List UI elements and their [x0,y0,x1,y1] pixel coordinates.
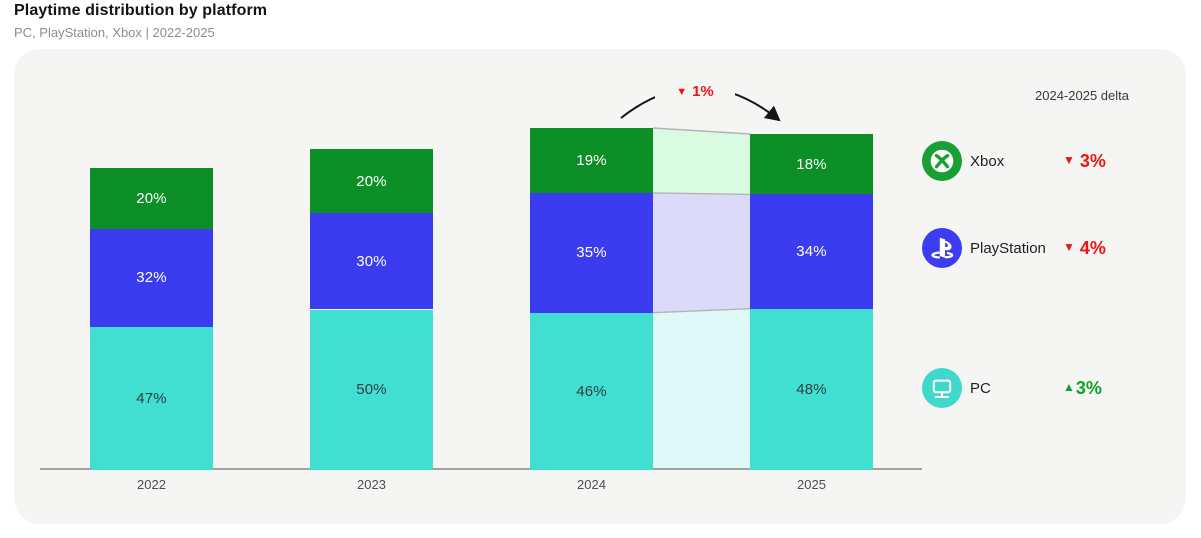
segment-value-label: 46% [576,382,607,400]
playstation-icon [922,228,962,268]
down-triangle-icon: ▼ [1063,153,1075,167]
segment-value-label: 32% [136,269,167,287]
x-axis-label-2022: 2022 [137,477,166,492]
segment-value-label: 18% [796,155,827,173]
delta-annotation-label: ▼ 1% [655,82,735,101]
bar-segment-xbox-2025[interactable]: 18% [750,134,873,195]
bar-segment-xbox-2022[interactable]: 20% [90,168,213,229]
x-axis-label-2024: 2024 [577,477,606,492]
x-axis-label-2023: 2023 [357,477,386,492]
xbox-icon [922,141,962,181]
bar-segment-playstation-2024[interactable]: 35% [530,192,653,313]
bar-segment-pc-2022[interactable]: 47% [90,326,213,470]
legend-delta-value: 4% [1079,237,1106,258]
x-axis-line [40,468,922,470]
legend-label-playstation: PlayStation [970,239,1046,257]
up-triangle-icon: ▲ [1063,380,1075,394]
bar-segment-xbox-2023[interactable]: 20% [310,149,433,214]
bar-segment-pc-2023[interactable]: 50% [310,309,433,470]
bar-segment-xbox-2024[interactable]: 19% [530,128,653,193]
legend-row-pc[interactable]: PC ▲ 3% [922,368,1172,408]
down-triangle-icon: ▼ [1063,240,1075,254]
bar-segment-playstation-2025[interactable]: 34% [750,194,873,309]
page-title: Playtime distribution by platform [14,2,268,19]
legend-label-pc: PC [970,379,991,397]
x-axis-label-2025: 2025 [797,477,826,492]
segment-value-label: 20% [136,190,167,207]
page-subtitle: PC, PlayStation, Xbox | 2022-2025 [14,25,215,40]
legend-label-xbox: Xbox [970,152,1005,170]
segment-value-label: 19% [576,151,607,169]
segment-value-label: 30% [356,252,387,270]
legend-delta-pc: ▲ 3% [1063,368,1102,408]
segment-value-label: 48% [796,380,827,398]
bar-segment-pc-2024[interactable]: 46% [530,312,653,470]
segment-value-label: 34% [796,243,827,261]
legend-delta-value: 3% [1075,377,1102,398]
legend-delta-xbox: ▼ 3% [1063,141,1106,181]
bar-segment-playstation-2022[interactable]: 32% [90,229,213,327]
bar-segment-playstation-2023[interactable]: 30% [310,213,433,310]
down-triangle-icon: ▼ [676,86,688,98]
legend-delta-playstation: ▼ 4% [1063,228,1106,268]
pc-icon [922,368,962,408]
legend-title: 2024-2025 delta [1035,88,1129,103]
segment-value-label: 20% [356,172,387,190]
segment-value-label: 35% [576,244,607,262]
legend-delta-value: 3% [1079,150,1106,171]
segment-value-label: 50% [356,381,387,399]
delta-annotation-value: 1% [692,83,714,100]
segment-value-label: 47% [136,389,167,407]
legend-row-xbox[interactable]: Xbox ▼ 3% [922,141,1172,181]
bar-segment-pc-2025[interactable]: 48% [750,308,873,470]
legend-row-playstation[interactable]: PlayStation ▼ 4% [922,228,1172,268]
